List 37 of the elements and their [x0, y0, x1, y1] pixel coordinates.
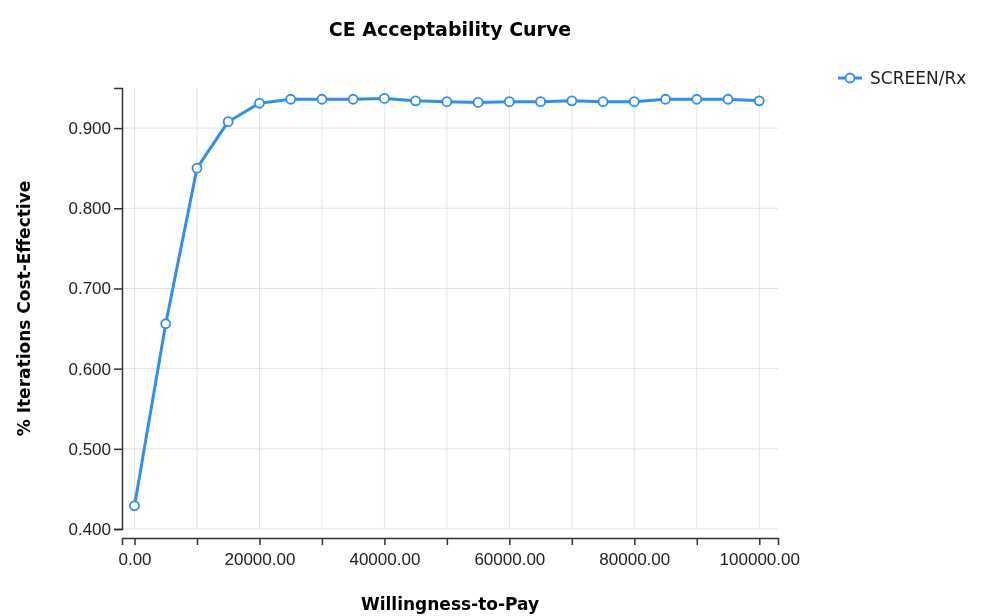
- point: [503, 96, 515, 108]
- point: [753, 95, 765, 107]
- y-tick-label: 0.800: [68, 199, 111, 219]
- chart-title: CE Acceptability Curve: [328, 18, 572, 40]
- x-tick-label: 40000.00: [349, 550, 421, 569]
- x-tick-label: 60000.00: [474, 550, 546, 569]
- y-tick-label: 0.400: [68, 519, 111, 539]
- point: [472, 97, 484, 108]
- x-tick-label: 100000.00: [719, 550, 800, 569]
- point: [722, 93, 734, 105]
- point: [129, 500, 140, 512]
- y-tick-label: 0.500: [68, 439, 111, 459]
- point: [566, 95, 578, 107]
- point: [410, 95, 422, 107]
- point: [628, 96, 640, 108]
- x-axis-title: Willingness-to-Pay: [360, 594, 540, 614]
- point: [441, 96, 453, 108]
- y-axis-title: % Iterations Cost-Effective: [14, 180, 34, 437]
- y-tick-label: 0.600: [68, 359, 111, 379]
- point: [191, 162, 203, 174]
- point: [285, 93, 297, 105]
- point: [316, 93, 328, 105]
- point: [222, 116, 234, 128]
- point: [597, 96, 609, 108]
- point: [160, 318, 172, 330]
- point: [535, 96, 546, 108]
- legend-label: SCREEN/Rx: [870, 68, 967, 88]
- point: [347, 93, 359, 105]
- point: [379, 93, 390, 104]
- x-tick-label: 80000.00: [599, 550, 671, 569]
- x-tick-label: 0.00: [118, 550, 152, 569]
- point: [254, 97, 265, 109]
- y-tick-label: 0.900: [68, 119, 111, 139]
- point: [660, 93, 671, 105]
- y-tick-label: 0.700: [68, 279, 111, 299]
- point: [691, 93, 703, 105]
- x-tick-label: 20000.00: [224, 550, 296, 569]
